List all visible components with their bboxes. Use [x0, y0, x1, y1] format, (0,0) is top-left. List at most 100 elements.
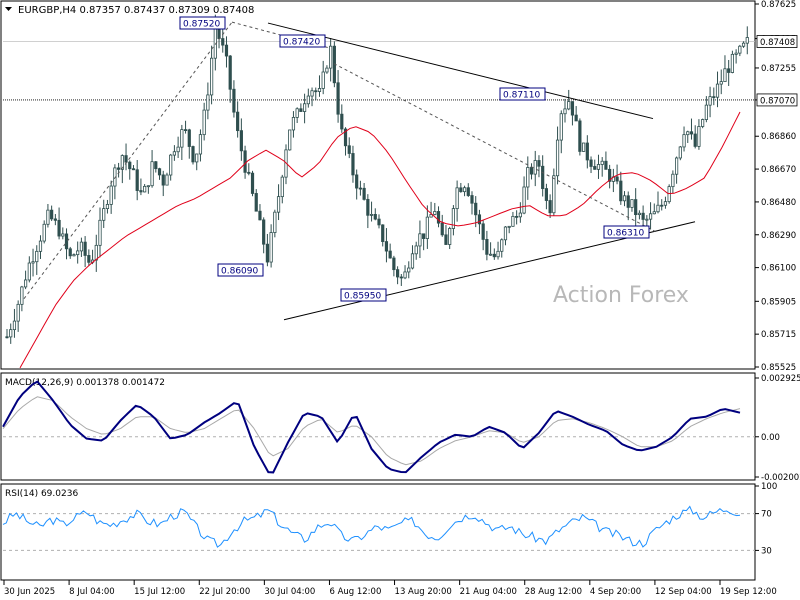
- time-tick-label: 13 Aug 20:00: [395, 587, 452, 597]
- swing-label: 0.87420: [283, 38, 320, 48]
- time-tick-label: 22 Jul 20:00: [199, 587, 250, 597]
- candle-body: [693, 133, 697, 147]
- candle-body: [701, 119, 705, 127]
- candle-body: [544, 188, 549, 201]
- candle-body: [507, 225, 511, 228]
- candle-body: [38, 240, 43, 252]
- candle-body: [593, 166, 597, 170]
- swing-label-box: [499, 87, 546, 101]
- candle-body: [232, 88, 236, 113]
- candle-body: [280, 176, 284, 198]
- price-tick-label: 0.86860: [761, 132, 796, 142]
- candle-body: [128, 161, 132, 170]
- candle-body: [362, 187, 366, 200]
- triangle-down-icon[interactable]: [5, 7, 12, 11]
- candle-body: [117, 167, 121, 170]
- candle-body: [157, 168, 162, 176]
- candle-body: [321, 71, 325, 89]
- price-tick-label: 0.85905: [761, 297, 796, 307]
- candle-body: [20, 286, 24, 305]
- candle-body: [626, 195, 630, 208]
- rsi-title: RSI(14) 69.0236: [5, 489, 78, 499]
- candle-body: [236, 111, 240, 132]
- candle-body: [518, 212, 522, 218]
- candle-body: [567, 101, 571, 110]
- candle-body: [392, 257, 396, 271]
- candle-body: [451, 208, 456, 229]
- rsi-line: [2, 505, 741, 548]
- candle-body: [734, 52, 738, 55]
- candle-body: [704, 104, 708, 120]
- candle-body: [425, 216, 429, 239]
- candle-body: [224, 44, 229, 57]
- candle-body: [548, 200, 552, 214]
- time-tick-label: 19 Sep 12:00: [720, 587, 777, 597]
- candle-body: [448, 228, 452, 245]
- candle-body: [738, 45, 742, 54]
- candle-body: [135, 169, 139, 191]
- candle-body: [254, 193, 258, 212]
- candle-body: [686, 131, 690, 136]
- candle-body: [61, 233, 65, 237]
- macd-layer: [2, 380, 755, 474]
- rsi-layer: [2, 505, 755, 551]
- candle-body: [302, 103, 307, 112]
- candle-body: [351, 153, 355, 176]
- candle-body: [652, 211, 656, 215]
- macd-tick-label: 0.00: [761, 433, 780, 443]
- candle-body: [154, 161, 158, 170]
- candle-body: [712, 96, 716, 99]
- level-price-label: 0.87070: [760, 96, 795, 106]
- time-tick-label: 8 Jul 04:00: [69, 587, 115, 597]
- candle-body: [366, 198, 370, 216]
- candle-body: [169, 154, 173, 176]
- candle-body: [608, 168, 612, 182]
- price-tick-label: 0.85525: [761, 363, 796, 373]
- dashed-swing-line: [333, 63, 656, 232]
- candle-body: [143, 185, 147, 193]
- swing-label-box: [279, 34, 326, 48]
- candle-body: [176, 146, 180, 153]
- candle-body: [183, 129, 188, 132]
- candle-body: [343, 128, 348, 147]
- candle-body: [288, 129, 292, 151]
- candle-body: [515, 215, 519, 218]
- dashed-swing-line: [23, 21, 233, 300]
- time-axis: 30 Jun 2025 8 Jul 04:00 15 Jul 12:00 22 Jul…: [3, 580, 777, 597]
- candle-body: [585, 142, 589, 161]
- candle-body: [492, 253, 496, 258]
- candle-body: [131, 168, 136, 171]
- candle-body: [615, 176, 619, 182]
- level-price-label-box: [756, 93, 798, 107]
- candle-body: [295, 108, 299, 118]
- price-tick-label: 0.87255: [761, 64, 796, 74]
- candle-body: [347, 145, 351, 154]
- candle-body: [444, 234, 448, 245]
- swing-label-box: [179, 16, 226, 30]
- candle-body: [9, 329, 13, 338]
- macd-axis: 0.002925 0.00 -0.002002: [755, 374, 800, 483]
- candle-body: [64, 233, 69, 250]
- candle-body: [299, 108, 303, 112]
- candle-body: [541, 165, 545, 189]
- candle-body: [165, 174, 169, 186]
- candle-body: [503, 226, 508, 241]
- candle-body: [187, 129, 191, 147]
- candle-body: [355, 174, 359, 189]
- candle-body: [98, 219, 102, 246]
- swing-label: 0.87520: [183, 20, 220, 30]
- candle-body: [373, 214, 377, 220]
- candle-body: [68, 248, 72, 257]
- candle-body: [340, 113, 344, 130]
- candle-body: [723, 68, 727, 83]
- candle-body: [578, 120, 582, 152]
- candle-body: [198, 134, 203, 155]
- price-tick-label: 0.86290: [761, 231, 796, 241]
- candle-body: [526, 167, 530, 188]
- candle-body: [474, 202, 478, 216]
- symbol-header: EURGBP,H4 0.87357 0.87437 0.87309 0.8740…: [18, 5, 254, 16]
- candle-body: [146, 185, 150, 188]
- candle-body: [500, 239, 504, 252]
- candle-body: [276, 196, 281, 213]
- price-panel: [0, 0, 756, 370]
